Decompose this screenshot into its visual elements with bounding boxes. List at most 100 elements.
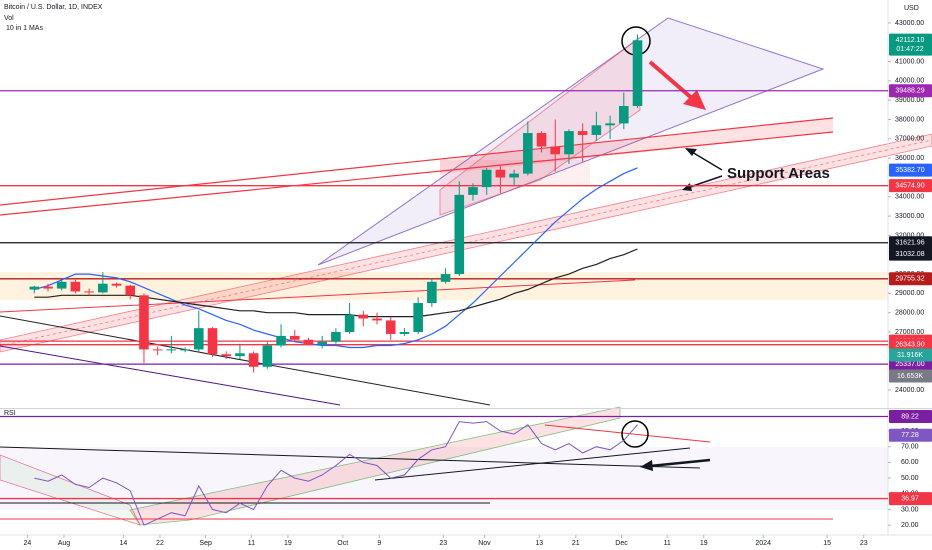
price-tag [889, 410, 932, 424]
rsi-trend-line [544, 424, 711, 443]
x-tick-label: 19 [700, 540, 708, 547]
x-tick-label: 15 [823, 540, 831, 547]
y-tick-label: 43000.00 [895, 20, 924, 27]
price-tag-label: 36.97 [901, 495, 919, 502]
candle-body [358, 314, 369, 319]
candle-body [29, 286, 40, 290]
y-tick-label: 29000.00 [895, 290, 924, 297]
x-tick-label: Dec [615, 540, 628, 547]
x-tick-label: 11 [664, 540, 671, 547]
rsi-tick-label: 50.00 [901, 475, 919, 482]
price-tag [889, 247, 932, 261]
candle-body [618, 105, 629, 124]
candle-body [481, 169, 492, 188]
price-tag-label: 31621.96 [895, 240, 924, 247]
trend-line [0, 117, 834, 206]
x-tick-label: 19 [284, 540, 292, 547]
volume-tag [889, 348, 932, 362]
arrow [691, 151, 723, 171]
candle-body [605, 123, 615, 126]
rsi-line [34, 421, 638, 526]
volume-label: Vol [4, 15, 14, 22]
x-tick-label: 24 [24, 540, 32, 547]
x-tick-label: 23 [860, 540, 868, 547]
x-tick-label: Nov [478, 540, 491, 547]
price-tag-label: 29755.32 [895, 276, 924, 283]
candle-body [111, 283, 122, 286]
price-tag-label: 25337.00 [895, 361, 924, 368]
y-tick-label: 37000.00 [895, 136, 924, 143]
trend-line [0, 279, 636, 313]
candle-body [70, 281, 81, 292]
rsi-tick-label: 30.00 [901, 506, 919, 513]
price-tag [889, 272, 932, 286]
arrow [648, 60, 696, 102]
price-tag-label: 39488.29 [895, 88, 924, 95]
candle-body [125, 285, 136, 296]
price-tag [889, 338, 932, 352]
x-tick-label: 11 [248, 540, 255, 547]
x-tick-label: 9 [377, 540, 381, 547]
x-tick-label: 2024 [755, 540, 771, 547]
consolidation-box [440, 160, 590, 186]
volume-tag [889, 369, 932, 383]
candle-body [303, 339, 314, 345]
y-tick-label: 39000.00 [895, 97, 924, 104]
candle-body [289, 335, 300, 340]
y-tick-label: 40000.00 [895, 78, 924, 85]
annotation: Support Areas [727, 165, 830, 182]
x-tick-label: 21 [572, 540, 580, 547]
candle-body [43, 286, 53, 289]
candle-body [235, 353, 245, 357]
y-tick-label: 24000.00 [895, 387, 924, 394]
candle-body [577, 131, 588, 135]
rsi-channel [0, 454, 141, 526]
y-tick-label: 34000.00 [895, 194, 924, 201]
price-tag [889, 84, 932, 98]
rsi-trend-line [374, 447, 691, 481]
price-tag-label: 26343.90 [895, 342, 924, 349]
trend-line [0, 131, 834, 216]
price-tag-label: 35382.70 [895, 167, 924, 174]
candle-body [413, 303, 423, 333]
price-tag-label: 34574.90 [895, 183, 924, 190]
candle-body [564, 131, 574, 155]
candle-body [56, 281, 67, 289]
price-tag-label: 42112.10 [896, 37, 925, 44]
candle-body [399, 332, 410, 334]
y-tick-label: 38000.00 [895, 116, 924, 123]
candle-body [98, 283, 108, 293]
candle-body [468, 187, 478, 195]
currency-label: USD [904, 5, 919, 12]
candle-body [344, 314, 355, 333]
y-tick-label: 36000.00 [895, 155, 924, 162]
price-tag [889, 33, 932, 56]
price-tag [889, 163, 932, 177]
chart-title: Bitcoin / U.S. Dollar, 1D, INDEX [4, 4, 103, 11]
moving-average [34, 167, 638, 349]
x-tick-label: Sep [199, 540, 212, 547]
arrow-head [682, 183, 692, 191]
moving-average [34, 248, 638, 318]
candle-body [248, 353, 259, 367]
candle-body [317, 341, 327, 345]
price-tag [889, 492, 932, 506]
rsi-tick-label: 20.00 [901, 522, 919, 529]
candle-body [331, 332, 341, 342]
ma-label: 10 in 1 MAs [6, 25, 43, 32]
arrow-head [683, 90, 706, 110]
price-tag [889, 236, 932, 250]
y-tick-label: 28000.00 [895, 310, 924, 317]
support-area [440, 118, 833, 174]
price-tag [889, 179, 932, 193]
highlight-circle [621, 420, 649, 448]
x-tick-label: 23 [439, 540, 447, 547]
candle-body [591, 125, 602, 135]
candle-body [536, 133, 547, 147]
arrow [649, 458, 711, 468]
y-tick-label: 33000.00 [895, 213, 924, 220]
candle-body [276, 335, 286, 346]
